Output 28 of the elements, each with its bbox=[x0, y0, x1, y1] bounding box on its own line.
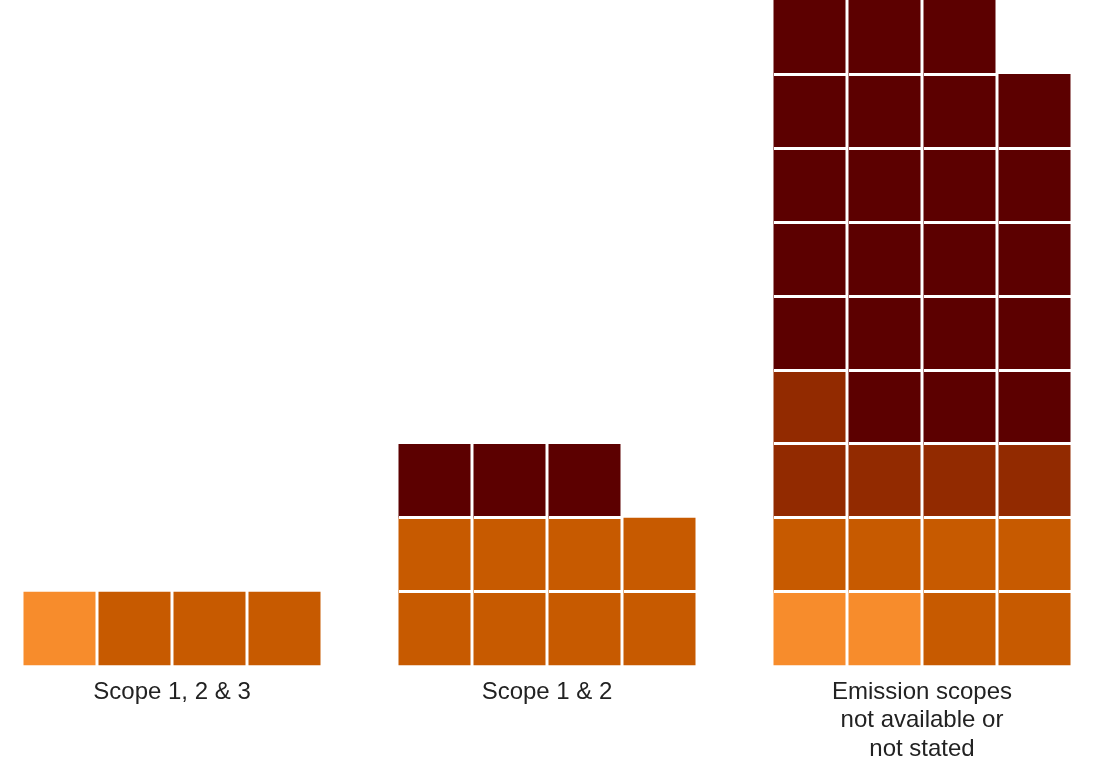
bar bbox=[773, 0, 846, 371]
bar bbox=[773, 517, 846, 592]
bar bbox=[398, 443, 471, 518]
bar bbox=[998, 517, 1071, 666]
x-tick-label: Scope 1, 2 & 3 bbox=[93, 676, 251, 704]
bar bbox=[998, 443, 1071, 518]
bar bbox=[623, 517, 696, 666]
bar bbox=[248, 591, 321, 666]
bar bbox=[923, 517, 996, 666]
x-tick-label: Emission scopes not available or not stated bbox=[831, 676, 1013, 762]
bar bbox=[998, 73, 1071, 444]
bar bbox=[848, 591, 921, 666]
bar bbox=[23, 591, 96, 666]
bar bbox=[848, 0, 921, 444]
bar bbox=[848, 443, 921, 518]
bar bbox=[548, 517, 621, 666]
bar bbox=[173, 591, 246, 666]
bar bbox=[923, 443, 996, 518]
bar bbox=[848, 517, 921, 592]
bar bbox=[398, 517, 471, 666]
bar bbox=[473, 443, 546, 518]
bar bbox=[473, 517, 546, 666]
bar bbox=[98, 591, 171, 666]
bar bbox=[923, 0, 996, 444]
bar bbox=[773, 370, 846, 518]
x-tick-label: Scope 1 & 2 bbox=[481, 676, 613, 704]
bar bbox=[773, 591, 846, 666]
bar bbox=[548, 443, 621, 518]
